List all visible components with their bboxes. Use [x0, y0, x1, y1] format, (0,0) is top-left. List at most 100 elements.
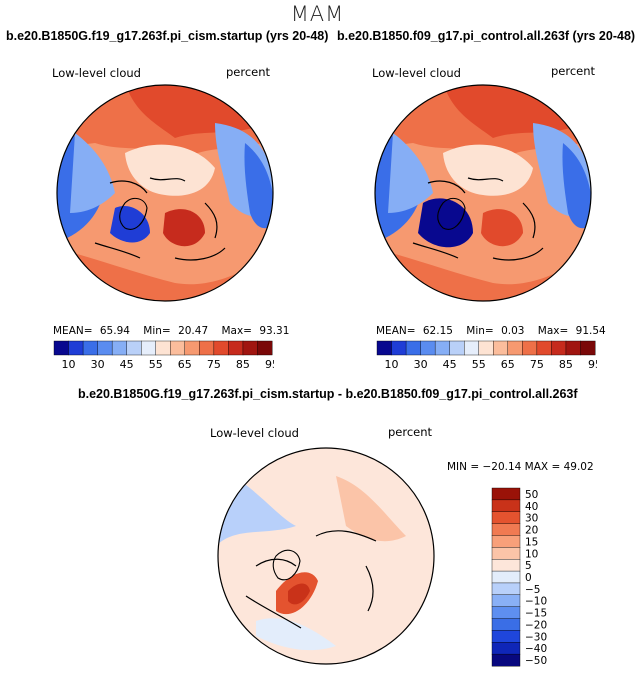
right-colorbar-swatches	[376, 340, 596, 356]
colorbar-swatch	[97, 340, 113, 356]
colorbar-swatch	[53, 340, 69, 356]
left-min-label: Min=	[143, 325, 171, 337]
diff-minmax: MIN = −20.14 MAX = 49.02	[447, 461, 594, 473]
colorbar-tick-label: 55	[472, 358, 486, 371]
colorbar-swatch	[491, 582, 521, 596]
colorbar-tick-label: 75	[207, 358, 221, 371]
cloud-field-atlantic-high	[163, 209, 205, 247]
colorbar-swatch	[491, 511, 521, 525]
diff-colorbar-swatches	[491, 487, 521, 667]
right-stats: MEAN= 62.15 Min= 0.03 Max= 91.54	[376, 325, 606, 337]
colorbar-swatch	[242, 340, 258, 356]
colorbar-swatch	[376, 340, 392, 356]
colorbar-swatch	[478, 340, 494, 356]
colorbar-tick-label: −5	[525, 584, 540, 596]
colorbar-tick-label: 30	[525, 513, 538, 525]
left-stats: MEAN= 65.94 Min= 20.47 Max= 93.31	[53, 325, 289, 337]
colorbar-swatch	[434, 340, 451, 356]
colorbar-swatch	[155, 340, 171, 356]
left-min-value: 20.47	[178, 325, 209, 337]
left-units-label: percent	[226, 65, 271, 79]
diff-field-negative-south	[256, 618, 336, 651]
diff-field-base	[218, 448, 434, 664]
colorbar-tick-label: 45	[120, 358, 134, 371]
right-max-label: Max=	[537, 325, 569, 337]
colorbar-tick-label: 30	[91, 358, 105, 371]
left-polar-map	[56, 84, 274, 302]
colorbar-swatch	[491, 523, 521, 536]
left-max-label: Max=	[221, 325, 252, 337]
colorbar-swatch	[449, 340, 465, 356]
colorbar-tick-label: 30	[414, 358, 428, 371]
colorbar-tick-label: 65	[178, 358, 192, 371]
colorbar-tick-label: 40	[525, 501, 538, 513]
left-mean-label: MEAN=	[53, 325, 93, 337]
colorbar-swatch	[551, 340, 567, 356]
colorbar-swatch	[491, 487, 521, 501]
colorbar-tick-label: 85	[559, 358, 573, 371]
colorbar-swatch	[420, 340, 436, 356]
greenland-coast	[437, 197, 466, 230]
colorbar-swatch	[213, 340, 229, 356]
colorbar-tick-label: 10	[525, 548, 538, 560]
colorbar-tick-label: 20	[525, 525, 538, 537]
colorbar-swatch	[493, 340, 509, 356]
colorbar-swatch	[491, 653, 521, 667]
colorbar-swatch	[491, 499, 521, 513]
right-colorbar-ticks: 10 30 45 55 65 75 85 95	[385, 358, 597, 371]
colorbar-tick-label: 55	[149, 358, 163, 371]
colorbar-swatch	[257, 340, 273, 356]
colorbar-swatch	[491, 535, 521, 548]
colorbar-swatch	[491, 630, 521, 643]
left-colorbar: 10 30 45 55 65 75 85 95	[53, 340, 274, 371]
colorbar-swatch	[199, 340, 215, 356]
map-boundary	[374, 84, 592, 302]
cloud-field-arctic-pale	[125, 144, 215, 196]
right-variable-label: Low-level cloud	[372, 66, 461, 80]
right-panel-title: b.e20.B1850.f09_g17.pi_control.all.263f …	[337, 29, 635, 43]
colorbar-swatch	[507, 340, 523, 356]
left-variable-label: Low-level cloud	[52, 66, 141, 80]
right-mean-label: MEAN=	[376, 325, 416, 337]
colorbar-swatch	[228, 340, 244, 356]
colorbar-tick-label: 95	[588, 358, 597, 371]
coastlines	[412, 177, 544, 261]
colorbar-swatch	[491, 642, 521, 655]
colorbar-tick-label: 10	[385, 358, 399, 371]
colorbar-swatch	[580, 340, 596, 356]
colorbar-swatch	[82, 340, 98, 356]
difference-polar-map	[217, 447, 435, 665]
coastlines	[245, 530, 377, 629]
cloud-field-greenland-low	[418, 198, 473, 248]
colorbar-swatch	[565, 340, 581, 356]
right-units-label: percent	[551, 64, 596, 78]
colorbar-swatch	[491, 570, 521, 584]
diff-variable-label: Low-level cloud	[210, 426, 299, 440]
colorbar-swatch	[522, 340, 538, 356]
right-min-value: 0.03	[501, 325, 525, 337]
left-mean-value: 65.94	[99, 325, 130, 337]
left-colorbar-ticks: 10 30 45 55 65 75 85 95	[62, 358, 274, 371]
colorbar-tick-label: −50	[525, 655, 547, 667]
colorbar-swatch	[463, 340, 480, 356]
colorbar-tick-label: 15	[525, 536, 538, 548]
colorbar-swatch	[536, 340, 552, 356]
right-colorbar: 10 30 45 55 65 75 85 95	[376, 340, 597, 371]
colorbar-swatch	[170, 340, 186, 356]
colorbar-swatch	[184, 340, 200, 356]
map-boundary	[56, 84, 274, 302]
colorbar-tick-label: 10	[62, 358, 76, 371]
colorbar-tick-label: 65	[501, 358, 515, 371]
colorbar-swatch	[140, 340, 157, 356]
colorbar-tick-label: −30	[525, 631, 547, 643]
right-max-value: 91.54	[575, 325, 606, 337]
colorbar-swatch	[491, 594, 521, 608]
right-mean-value: 62.15	[422, 325, 453, 337]
colorbar-swatch	[491, 618, 521, 631]
diff-units-label: percent	[388, 425, 433, 439]
colorbar-tick-label: 85	[236, 358, 250, 371]
cloud-field-east-low	[562, 143, 591, 229]
colorbar-tick-label: −40	[525, 643, 547, 655]
